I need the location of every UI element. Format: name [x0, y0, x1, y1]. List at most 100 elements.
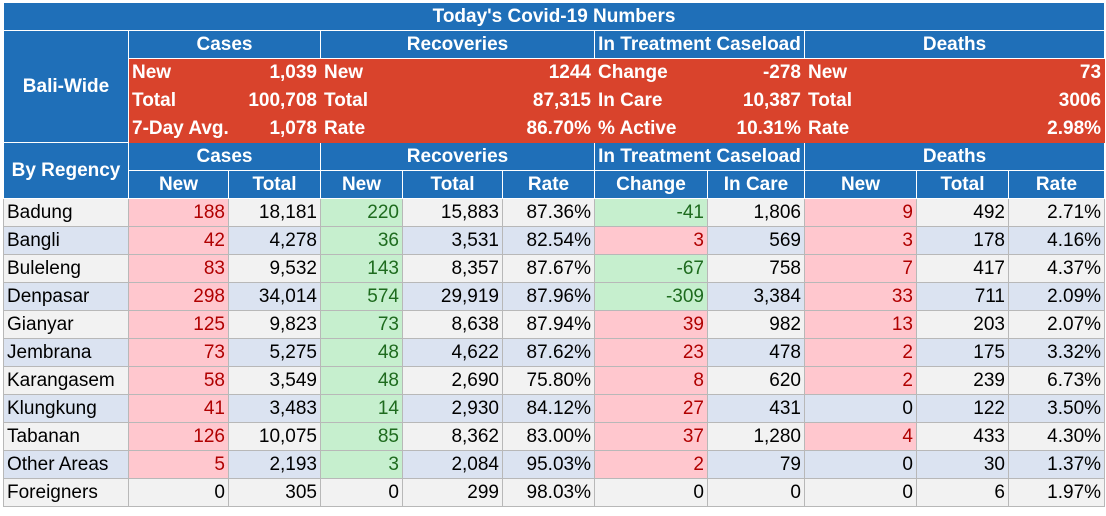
table-row: Badung 188 18,181 220 15,883 87.36% -41 1,806 9 4…: [3, 198, 1106, 227]
cell-c-new: 125: [128, 310, 229, 339]
cell-t-care: 982: [707, 310, 805, 339]
column-header: Rate: [1007, 170, 1106, 199]
column-header: New: [320, 170, 403, 199]
table-row: Karangasem 58 3,549 48 2,690 75.80% 8 620 2 239 6.…: [3, 366, 1106, 395]
summary-t-value: 10,387: [707, 86, 805, 115]
cell-c-total: 3,549: [228, 366, 321, 395]
regency-name: Tabanan: [3, 422, 129, 451]
column-header: Change: [594, 170, 708, 199]
regency-group-cases: Cases: [128, 142, 321, 171]
cell-d-new: 0: [804, 394, 917, 423]
summary-c-label: Total: [128, 86, 229, 115]
group-deaths: Deaths: [803, 30, 1106, 59]
regency-name: Gianyar: [3, 310, 129, 339]
summary-d-label: Total: [804, 86, 917, 115]
table-row: Foreigners 0 305 0 299 98.03% 0 0 0 6 1.97%: [3, 478, 1106, 507]
table-row: Buleleng 83 9,532 143 8,357 87.67% -67 758 7 417 4…: [3, 254, 1106, 283]
cell-d-total: 417: [916, 254, 1009, 283]
cell-r-total: 29,919: [402, 282, 503, 311]
summary-c-label: New: [128, 58, 229, 87]
cell-t-change: 8: [594, 366, 708, 395]
cell-c-new: 0: [128, 478, 229, 507]
summary-t-label: In Care: [594, 86, 708, 115]
cell-c-new: 5: [128, 450, 229, 479]
summary-d-value: 3006: [915, 86, 1106, 115]
column-header: Total: [916, 170, 1009, 199]
cell-t-care: 569: [707, 226, 805, 255]
summary-row: Total 100,708 Total 87,315 In Care 10,387 Tota…: [4, 86, 1106, 115]
cell-r-rate: 82.54%: [502, 226, 595, 255]
cell-c-total: 3,483: [228, 394, 321, 423]
regency-name: Foreigners: [3, 478, 129, 507]
cell-c-total: 2,193: [228, 450, 321, 479]
regency-name: Badung: [3, 198, 129, 227]
cell-c-total: 4,278: [228, 226, 321, 255]
regency-group-header: By Regency Cases Recoveries In Treatment Ca…: [3, 142, 1106, 199]
summary-d-value: 2.98%: [915, 114, 1106, 143]
summary-r-label: New: [320, 58, 403, 87]
cell-r-rate: 87.62%: [502, 338, 595, 367]
covid-table: Today's Covid-19 Numbers Bali-Wide Cases…: [2, 2, 1106, 507]
summary-r-value: 1244: [402, 58, 595, 87]
cell-r-total: 299: [402, 478, 503, 507]
cell-t-change: 23: [594, 338, 708, 367]
regency-name: Bangli: [3, 226, 129, 255]
table-row: Jembrana 73 5,275 48 4,622 87.62% 23 478 2 175 3.3…: [3, 338, 1106, 367]
cell-d-new: 2: [804, 338, 917, 367]
cell-r-rate: 95.03%: [502, 450, 595, 479]
cell-c-new: 126: [128, 422, 229, 451]
cell-d-rate: 2.71%: [1007, 198, 1106, 227]
column-header: New: [804, 170, 917, 199]
cell-t-care: 620: [707, 366, 805, 395]
cell-d-rate: 6.73%: [1007, 366, 1106, 395]
cell-r-total: 2,084: [402, 450, 503, 479]
regency-name: Klungkung: [3, 394, 129, 423]
summary-c-value: 100,708: [228, 86, 321, 115]
cell-t-change: 37: [594, 422, 708, 451]
cell-t-change: -309: [594, 282, 708, 311]
group-treatment: In Treatment Caseload: [594, 30, 805, 59]
cell-c-new: 42: [128, 226, 229, 255]
column-header: Rate: [502, 170, 595, 199]
cell-t-care: 0: [707, 478, 805, 507]
cell-r-total: 2,690: [402, 366, 503, 395]
column-header: Total: [228, 170, 321, 199]
cell-t-change: 27: [594, 394, 708, 423]
cell-r-rate: 87.94%: [502, 310, 595, 339]
cell-d-rate: 3.32%: [1007, 338, 1106, 367]
summary-c-value: 1,078: [228, 114, 321, 143]
cell-c-new: 41: [128, 394, 229, 423]
cell-r-total: 15,883: [402, 198, 503, 227]
cell-c-total: 5,275: [228, 338, 321, 367]
cell-c-total: 305: [228, 478, 321, 507]
summary-t-value: -278: [707, 58, 805, 87]
cell-r-new: 574: [320, 282, 403, 311]
cell-d-new: 13: [804, 310, 917, 339]
cell-d-new: 33: [804, 282, 917, 311]
cell-t-care: 1,806: [707, 198, 805, 227]
cell-d-total: 30: [916, 450, 1009, 479]
cell-t-care: 1,280: [707, 422, 805, 451]
regency-group-deaths: Deaths: [803, 142, 1106, 171]
cell-r-new: 85: [320, 422, 403, 451]
cell-r-rate: 75.80%: [502, 366, 595, 395]
cell-t-change: -67: [594, 254, 708, 283]
cell-r-rate: 83.00%: [502, 422, 595, 451]
cell-r-rate: 98.03%: [502, 478, 595, 507]
cell-r-total: 4,622: [402, 338, 503, 367]
column-header: New: [128, 170, 229, 199]
cell-r-new: 220: [320, 198, 403, 227]
column-header: In Care: [707, 170, 805, 199]
summary-c-value: 1,039: [228, 58, 321, 87]
cell-t-care: 79: [707, 450, 805, 479]
cell-d-rate: 4.16%: [1007, 226, 1106, 255]
cell-t-change: 3: [594, 226, 708, 255]
summary-r-value: 87,315: [402, 86, 595, 115]
summary-d-label: Rate: [804, 114, 917, 143]
column-header-row: New Total New Total Rate Change In Care New Tota…: [4, 170, 1106, 199]
cell-d-rate: 1.37%: [1007, 450, 1106, 479]
cell-r-total: 8,357: [402, 254, 503, 283]
cell-c-total: 9,823: [228, 310, 321, 339]
regency-name: Buleleng: [3, 254, 129, 283]
regency-group-recoveries: Recoveries: [320, 142, 595, 171]
